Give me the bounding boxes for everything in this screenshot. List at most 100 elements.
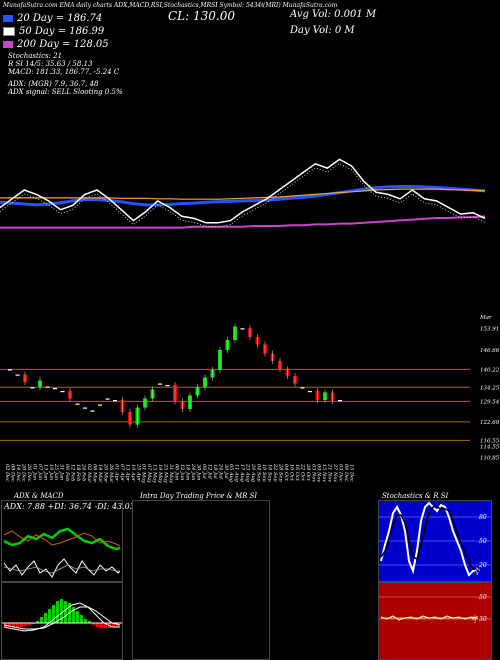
adx-lines (3, 527, 121, 578)
macd-hist-bar (76, 611, 79, 623)
ema50-swatch (3, 27, 15, 36)
macd-hist-bar (56, 601, 59, 623)
date-label: 07 Jan (37, 464, 43, 480)
macd-hist-bar (64, 601, 67, 623)
date-label: 14 Dec (15, 464, 21, 482)
legend-ema20: 20 Day = 186.74 (3, 13, 102, 24)
ema-lines (0, 158, 486, 229)
price-axis-label: 134.25 (480, 385, 500, 391)
price-axis-label: 114.55 (480, 444, 500, 450)
legend-ema50: 50 Day = 186.99 (3, 26, 104, 37)
date-label: 28 Oct (305, 463, 311, 482)
date-label: 23 Aug (245, 463, 251, 482)
date-label: 24 Jun (190, 463, 196, 480)
stoch-k (380, 501, 478, 577)
legend-ema200: 200 Day = 128.05 (3, 39, 109, 50)
ema50-label: 50 Day = 186.99 (19, 26, 105, 37)
macd-hist-bar (72, 607, 75, 623)
candle (308, 391, 312, 393)
candle (105, 398, 110, 400)
date-label: 25 Jan (53, 463, 59, 480)
date-label: 28 Sep (277, 463, 283, 482)
stoch-tick-80: 80 (479, 514, 487, 521)
price-axis-label: 153.91 (480, 326, 499, 332)
date-label: 27 Nov (332, 463, 338, 482)
date-label: 07 Apr (119, 464, 125, 482)
date-label: 20 Mar (102, 463, 108, 483)
date-label: 12 Jun (179, 464, 185, 480)
adx-panel: ADX: 7.88 +DI: 36.74 -DI: 43.03 (1, 500, 135, 582)
adx-panel-title: ADX & MACD (14, 492, 64, 500)
adx-signal-line (3, 564, 120, 574)
date-label: 01 Jan (31, 464, 37, 480)
ema-series-200-day (0, 215, 486, 229)
intraday-panel-title: Intra Day Trading Price & MR SI (140, 492, 258, 500)
date-label: 22 Sep (272, 463, 278, 482)
macd-hist-bar (84, 619, 87, 623)
date-label: 11 Aug (234, 464, 240, 482)
date-label: 18 Jul (212, 464, 218, 479)
rsi-tick-50: 50 (479, 594, 487, 601)
adx-info: ADX: (MGR) 7.9, 36.7, 48 (8, 80, 99, 88)
candle (113, 400, 117, 402)
candle (83, 407, 87, 409)
date-label: 16 Sep (267, 464, 273, 482)
day-volume: Day Vol: 0 M (290, 25, 355, 36)
avg-volume: Avg Vol: 0.001 M (290, 9, 377, 20)
candle (15, 374, 20, 376)
stoch-panel: 80 50 20 21 (378, 500, 492, 582)
date-label: 01 May (141, 464, 147, 483)
date-label: 24 Jul (217, 463, 223, 479)
rsi-value: 36 (471, 614, 481, 624)
date-label: 17 Aug (239, 464, 245, 482)
stoch-tick-20: 20 (478, 562, 487, 569)
date-label: 01 Apr (113, 464, 119, 482)
macd-hist-bar (44, 613, 47, 623)
adx-signal: ADX signal: SELL Slooting 0.5% (8, 88, 123, 96)
price-axis-label: Mar (479, 315, 492, 321)
candle-chart: Mar 153.91 146.66 140.22 134.25 129.54 122.69 1… (0, 315, 500, 461)
candle (98, 404, 102, 406)
macd-line (3, 602, 120, 632)
macd-hist-bar (24, 623, 27, 626)
date-label: 18 Jun (184, 464, 190, 480)
candle (30, 387, 35, 389)
macd-hist-bar (8, 623, 11, 627)
date-label: 15 Nov (321, 464, 327, 482)
date-label: 12 Jul (206, 464, 212, 479)
candle (8, 369, 12, 371)
macd-hist-bar (104, 623, 107, 628)
price-axis-label: 140.22 (480, 367, 500, 373)
date-label: 13 Apr (124, 464, 130, 482)
macd-hist-bar (96, 623, 99, 627)
date-label: 13 Jan (42, 464, 48, 480)
candle (300, 387, 305, 389)
macd-hist-bar (112, 623, 115, 627)
date-label: 03 Nov (310, 464, 316, 482)
date-label: 04 Sep (256, 464, 262, 482)
date-label: 16 Oct (294, 464, 300, 482)
price-axis: Mar 153.91 146.66 140.22 134.25 129.54 122.69 1… (479, 315, 500, 461)
adx-minus-di (3, 530, 121, 547)
stoch-tick-50: 50 (479, 538, 487, 545)
date-label: 21 Nov (327, 463, 333, 482)
price-axis-label: 146.66 (480, 348, 500, 354)
stoch-info: Stochastics: 21 (8, 52, 63, 60)
ema200-swatch (3, 41, 13, 48)
rsi-info: R SI 14/5: 35.63 / 58.13 (8, 60, 93, 68)
date-label: 15 Dec (349, 464, 355, 482)
adx-plus-di (3, 527, 121, 551)
candle (90, 410, 95, 412)
macd-chart (2, 599, 122, 632)
macd-hist-bar (28, 623, 31, 625)
date-label: 18 Feb (75, 464, 81, 481)
rsi-chart: 50 30 36 (379, 594, 491, 624)
macd-hist-bar (40, 617, 43, 623)
date-label: 24 Feb (81, 463, 87, 481)
price-axis-label: 129.54 (480, 399, 500, 405)
date-label: 10 Sep (261, 464, 267, 482)
date-label: 12 Feb (70, 464, 76, 481)
date-label: 19 Jan (48, 464, 54, 480)
date-label: 19 May (157, 464, 163, 483)
date-label: 06 Feb (64, 464, 70, 481)
